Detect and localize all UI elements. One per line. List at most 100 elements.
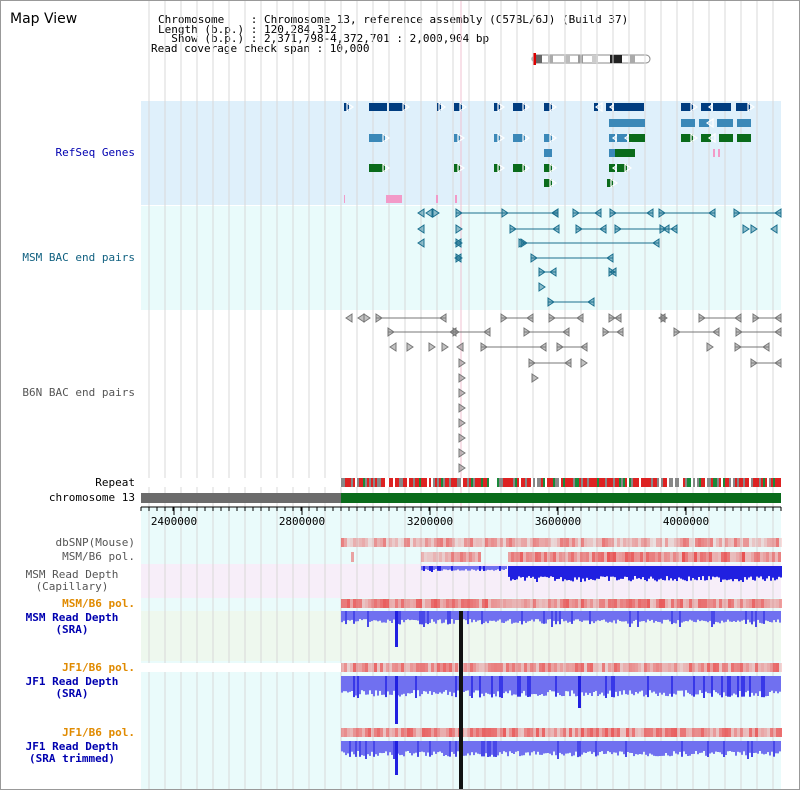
jf1-trim-pol-cell: [527, 728, 530, 737]
highlight-position-marker: [459, 611, 463, 789]
msm-cap-depth-bar: [445, 566, 447, 570]
jf1-sra-depth-bar: [599, 676, 601, 695]
track-label-msm-read-depth-capillary[interactable]: MSM Read Depth (Capillary): [25, 568, 119, 593]
jf1-trim-pol-cell: [722, 728, 725, 737]
gene-strand-arrow: [610, 177, 619, 189]
repeat-element: [745, 478, 747, 487]
msm-sra-pol-cell: [701, 599, 704, 608]
msm-sra-depth-bar: [411, 611, 413, 620]
jf1-trim-depth-bar: [597, 741, 599, 756]
chromosome-ideogram[interactable]: [526, 51, 656, 67]
jf1-trim-pol-cell: [779, 728, 782, 737]
gene-strand-arrow: [497, 132, 506, 144]
track-label-repeat[interactable]: Repeat: [95, 476, 135, 489]
track-label-jf1-b6-pol[interactable]: JF1/B6 pol.: [62, 661, 135, 674]
track-label-chromosome[interactable]: chromosome 13: [48, 491, 135, 504]
msm-sra-depth-bar: [355, 611, 357, 622]
msm-bac-pair-end: [454, 238, 462, 248]
jf1-pol-cell: [740, 663, 743, 672]
repeat-element: [699, 478, 701, 487]
dbsnp-density-cell: [473, 538, 476, 547]
jf1-pol-cell: [491, 663, 494, 672]
msm-sra-pol-cell: [425, 599, 428, 608]
repeat-element: [681, 478, 683, 487]
jf1-trim-pol-cell: [620, 728, 623, 737]
msm-sra-pol-cell: [509, 599, 512, 608]
msm-sra-depth-bar: [749, 611, 751, 623]
jf1-pol-cell: [350, 663, 353, 672]
jf1-sra-depth-bar: [553, 676, 555, 692]
jf1-pol-cell: [662, 663, 665, 672]
gene-feature: [513, 103, 525, 111]
jf1-trim-pol-cell: [485, 728, 488, 737]
msm-sra-depth-bar: [643, 611, 645, 621]
track-label-msm-read-depth-sra[interactable]: MSM Read Depth (SRA): [25, 611, 119, 636]
repeat-element: [473, 478, 475, 487]
track-label-refseq-genes[interactable]: RefSeq Genes: [55, 146, 135, 159]
dbsnp-density-cell: [530, 538, 533, 547]
msm-sra-pol-cell: [722, 599, 725, 608]
jf1-trim-depth-bar: [489, 741, 491, 757]
msm-cap-depth-bar: [766, 566, 768, 579]
track-label-msm-bac[interactable]: MSM BAC end pairs: [22, 251, 135, 264]
msm-bac-pair-end: [599, 224, 607, 234]
msm-sra-pol-cell: [539, 599, 542, 608]
msm-pol-cell: [694, 552, 697, 562]
dbsnp-density-cell: [350, 538, 353, 547]
dbsnp-density-cell: [458, 538, 461, 547]
jf1-sra-depth-bar: [351, 676, 353, 691]
dbsnp-density-cell: [689, 538, 692, 547]
repeat-element: [499, 478, 501, 487]
msm-pol-cell: [709, 552, 712, 562]
track-label-jf1-b6-pol-trimmed[interactable]: JF1/B6 pol.: [62, 726, 135, 739]
track-label-msm-b6-pol-sra[interactable]: MSM/B6 pol.: [62, 597, 135, 610]
jf1-trim-pol-cell: [623, 728, 626, 737]
msm-sra-depth-bar: [577, 611, 579, 620]
gene-feature: [681, 119, 695, 127]
msm-bac-pair-end: [658, 208, 666, 218]
jf1-trim-pol-cell: [611, 728, 614, 737]
jf1-sra-depth-bar: [375, 676, 377, 691]
repeat-element: [539, 478, 541, 487]
track-label-msm-b6-pol[interactable]: MSM/B6 pol.: [62, 550, 135, 563]
jf1-sra-depth-bar: [429, 676, 431, 692]
msm-sra-depth-bar: [745, 611, 747, 624]
dbsnp-density-cell: [524, 538, 527, 547]
msm-sra-depth-bar: [671, 611, 673, 625]
gene-feature: [614, 103, 644, 111]
msm-bac-end: [432, 208, 440, 218]
msm-bac-pair-end: [538, 267, 546, 277]
msm-cap-depth-bar: [722, 566, 724, 580]
msm-pol-cell: [523, 552, 526, 562]
jf1-trim-depth-bar: [519, 741, 521, 757]
msm-sra-depth-bar: [477, 611, 479, 621]
repeat-element: [675, 478, 677, 487]
msm-sra-depth-bar: [755, 611, 757, 627]
msm-sra-depth-bar: [385, 611, 387, 623]
msm-pol-cell: [538, 552, 541, 562]
msm-sra-pol-cell: [512, 599, 515, 608]
jf1-pol-cell: [758, 663, 761, 672]
msm-sra-pol-cell: [401, 599, 404, 608]
jf1-trim-depth-bar: [731, 741, 733, 752]
track-label-b6n-bac[interactable]: B6N BAC end pairs: [22, 386, 135, 399]
msm-pol-cell: [457, 552, 460, 562]
track-label-jf1-read-depth-trimmed[interactable]: JF1 Read Depth (SRA trimmed): [25, 740, 119, 765]
jf1-pol-cell: [602, 663, 605, 672]
jf1-sra-depth-bar: [711, 676, 713, 697]
track-label-jf1-read-depth-sra[interactable]: JF1 Read Depth (SRA): [25, 675, 119, 700]
jf1-trim-depth-spike: [395, 741, 398, 775]
repeat-element: [521, 478, 523, 487]
repeat-element: [701, 478, 703, 487]
msm-cap-depth-bar: [750, 566, 752, 577]
msm-sra-depth-bar: [545, 611, 547, 624]
msm-cap-depth-bar: [489, 566, 491, 571]
jf1-trim-depth-bar: [531, 741, 533, 753]
track-label-dbsnp[interactable]: dbSNP(Mouse): [55, 536, 135, 549]
jf1-pol-cell: [494, 663, 497, 672]
b6n-bac-pair-end: [580, 342, 588, 352]
jf1-trim-depth-bar: [473, 741, 475, 756]
msm-sra-depth-bar: [699, 611, 701, 622]
msm-pol-cell: [547, 552, 550, 562]
